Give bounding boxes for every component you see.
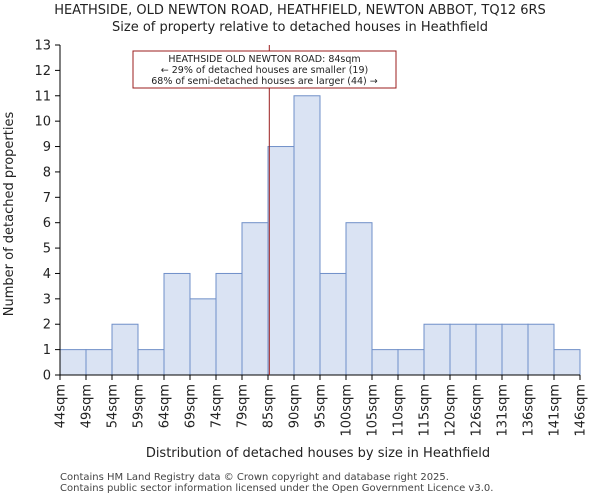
bar-64sqm (163, 272, 191, 376)
x-tick-label: 54sqm (106, 384, 121, 428)
x-tick-label: 105sqm (366, 384, 381, 437)
x-tick-label: 136sqm (522, 384, 537, 437)
annotation-line-2: ← 29% of detached houses are smaller (19… (161, 65, 368, 76)
x-tick-label: 90sqm (288, 384, 303, 428)
x-tick-label: 146sqm (574, 384, 589, 437)
x-tick-label: 110sqm (392, 384, 407, 437)
x-tick-label: 120sqm (444, 384, 459, 437)
bar-141sqm (553, 349, 581, 376)
bar-95sqm (319, 272, 347, 376)
bar-74sqm (215, 272, 243, 376)
x-tick-label: 85sqm (262, 384, 277, 428)
x-tick-label: 79sqm (236, 384, 251, 428)
y-tick-label: 8 (43, 165, 51, 180)
y-tick-label: 13 (34, 39, 51, 54)
x-tick-label: 126sqm (470, 384, 485, 437)
bar-54sqm (111, 323, 139, 376)
y-tick-label: 4 (43, 267, 51, 282)
y-tick-label: 0 (43, 369, 51, 384)
bar-105sqm (371, 349, 399, 376)
y-tick-label: 9 (43, 140, 51, 155)
annotation-box (132, 50, 397, 89)
x-tick-label: 74sqm (210, 384, 225, 428)
bar-115sqm (423, 323, 451, 376)
y-tick-label: 7 (43, 191, 51, 206)
x-tick-label: 69sqm (184, 384, 199, 428)
bar-100sqm (345, 222, 373, 376)
bar-85sqm (267, 146, 295, 376)
x-tick-label: 44sqm (54, 384, 69, 428)
bar-90sqm (293, 95, 321, 376)
y-tick-label: 11 (34, 89, 51, 104)
x-tick-label: 100sqm (340, 384, 355, 437)
bar-79sqm (241, 222, 269, 376)
y-tick-label: 12 (34, 64, 51, 79)
footer-copyright: Contains HM Land Registry data © Crown c… (60, 472, 449, 483)
bar-69sqm (189, 298, 217, 376)
x-tick-label: 115sqm (418, 384, 433, 437)
y-tick-label: 2 (43, 318, 51, 333)
bar-49sqm (85, 349, 113, 376)
bar-126sqm (475, 323, 503, 376)
x-axis-label: Distribution of detached houses by size … (146, 446, 490, 461)
bar-44sqm (59, 349, 87, 376)
y-tick-label: 1 (43, 343, 51, 358)
bar-131sqm (501, 323, 529, 376)
x-tick-label: 64sqm (158, 384, 173, 428)
bar-136sqm (527, 323, 555, 376)
bars-layer (59, 95, 581, 376)
x-tick-label: 141sqm (548, 384, 563, 437)
bar-110sqm (397, 349, 425, 376)
marker-annotation: HEATHSIDE OLD NEWTON ROAD: 84sqm← 29% of… (132, 45, 397, 375)
y-axis-label: Number of detached properties (2, 112, 17, 317)
bar-59sqm (137, 349, 165, 376)
chart-title: HEATHSIDE, OLD NEWTON ROAD, HEATHFIELD, … (54, 3, 546, 18)
x-tick-label: 49sqm (80, 384, 95, 428)
y-tick-label: 10 (34, 115, 51, 130)
x-tick-label: 59sqm (132, 384, 147, 428)
annotation-line-1: HEATHSIDE OLD NEWTON ROAD: 84sqm (168, 54, 360, 65)
y-tick-label: 6 (43, 216, 51, 231)
y-tick-label: 3 (43, 292, 51, 307)
bar-120sqm (449, 323, 477, 376)
x-tick-label: 131sqm (496, 384, 511, 437)
x-tick-label: 95sqm (314, 384, 329, 428)
chart-subtitle: Size of property relative to detached ho… (112, 20, 488, 35)
footer-licence: Contains public sector information licen… (60, 483, 494, 494)
annotation-line-3: 68% of semi-detached houses are larger (… (151, 76, 378, 87)
y-tick-label: 5 (43, 242, 51, 257)
